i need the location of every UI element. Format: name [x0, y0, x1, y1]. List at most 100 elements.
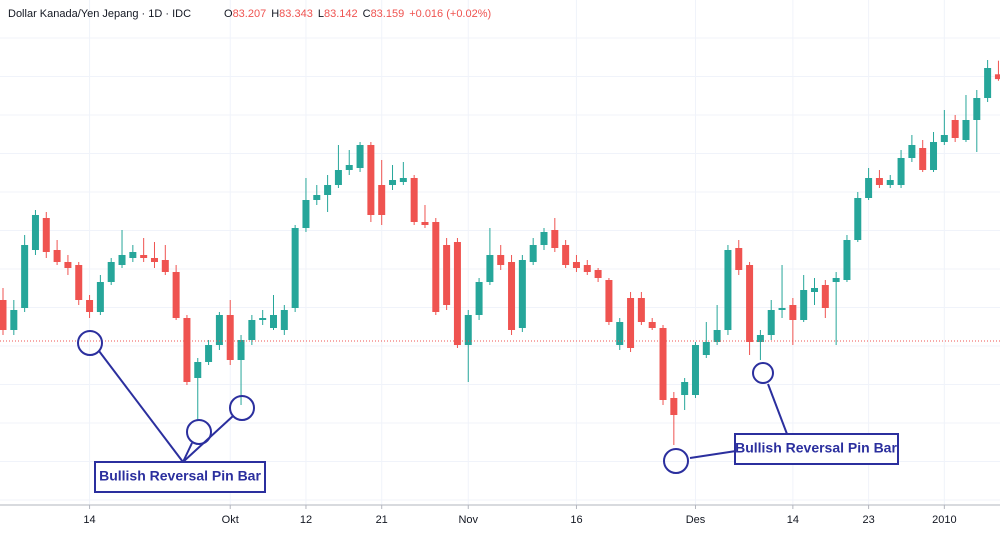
candle-body [648, 322, 656, 328]
ohlc-label: C [363, 8, 371, 20]
annotation-box [734, 433, 899, 465]
candle-body [811, 288, 818, 292]
pin-bar-circle [77, 330, 103, 356]
annotation-box [94, 461, 266, 493]
header: Dollar Kanada/Yen Jepang · 1D · IDC O83.… [8, 8, 491, 20]
candle-body [161, 260, 169, 272]
candle-body [324, 185, 332, 195]
candle-body [421, 222, 429, 225]
candle-body [270, 315, 277, 328]
candle-body [562, 245, 570, 265]
source: IDC [172, 8, 191, 20]
separator: · [162, 8, 172, 20]
candle-body [994, 74, 1000, 80]
candle-body [735, 248, 743, 270]
candle-body [453, 242, 461, 345]
candle-body [389, 180, 397, 185]
candle-body [432, 222, 440, 312]
candle-body [367, 145, 375, 215]
candle-body [356, 145, 364, 168]
candle-body [313, 195, 321, 200]
candle-body [140, 255, 148, 258]
ohlc-value: 83.142 [324, 8, 358, 20]
candle-body [302, 200, 310, 228]
pin-bar-circle [229, 395, 255, 421]
candle-body [486, 255, 494, 282]
candle-body [605, 280, 613, 322]
plot-area [0, 60, 1000, 445]
candle-body [183, 318, 191, 382]
candle-body [475, 282, 483, 315]
candle-body [940, 135, 948, 142]
candle-body [226, 315, 234, 360]
candle-body [107, 262, 115, 282]
candle-body [984, 68, 992, 98]
x-tick-label: 23 [862, 514, 874, 526]
x-tick-label: 14 [787, 514, 799, 526]
annotation-line [98, 350, 184, 463]
candle-body [75, 265, 83, 300]
candle-body [172, 272, 180, 318]
x-tick-label: Okt [222, 514, 239, 526]
candle-body [529, 245, 537, 262]
candle-body [821, 285, 829, 308]
candle-body [627, 298, 635, 348]
candle-body [464, 315, 472, 345]
candle-body [789, 305, 797, 320]
ohlc-label: O [224, 8, 233, 20]
annotation-text: Bullish Reversal Pin Bar [99, 468, 261, 484]
grid [0, 0, 1000, 505]
ohlc-value: 83.343 [279, 8, 313, 20]
ohlc-value: 83.159 [371, 8, 405, 20]
candle-body [746, 265, 754, 342]
candle-body [724, 250, 732, 330]
candle-body [778, 308, 786, 310]
candle-body [443, 245, 451, 305]
candle-body [215, 315, 223, 345]
annotation-text: Bullish Reversal Pin Bar [735, 440, 897, 456]
x-tick-label: 16 [570, 514, 582, 526]
candle-body [962, 120, 970, 140]
x-tick-label: Nov [458, 514, 478, 526]
candle-body [497, 255, 505, 265]
candle-body [616, 322, 624, 345]
candle-body [10, 310, 18, 330]
pin-bar-circle [663, 448, 689, 474]
candle-body [875, 178, 883, 185]
candle-body [540, 232, 548, 245]
candle-body [0, 300, 7, 330]
candle-body [691, 345, 699, 395]
candle-body [150, 258, 158, 262]
x-tick-label: 21 [376, 514, 388, 526]
candle-body [865, 178, 873, 198]
pin-bar-circle [752, 362, 774, 384]
annotation-line [182, 442, 193, 463]
candle-body [345, 165, 353, 170]
candle-body [280, 310, 288, 330]
candle-body [53, 250, 61, 262]
x-tick-label: 12 [300, 514, 312, 526]
candle-body [930, 142, 938, 170]
candle-body [919, 148, 927, 170]
ohlc-value: 83.207 [233, 8, 267, 20]
ohlc-values: O83.207 H83.343 L83.142 C83.159 +0.016 (+0.0… [224, 8, 491, 20]
candle-body [551, 230, 559, 248]
candle-body [767, 310, 775, 335]
symbol: Dollar Kanada/Yen Jepang [8, 8, 138, 20]
candle-body [237, 340, 245, 360]
candle-body [713, 330, 721, 342]
x-tick-label: 14 [83, 514, 95, 526]
candle-body [86, 300, 94, 312]
candle-body [378, 185, 386, 215]
candle-body [670, 398, 678, 415]
candle-body [659, 328, 667, 400]
candle-body [886, 180, 894, 185]
candle-body [205, 345, 213, 362]
candle-body [681, 382, 689, 395]
candle-body [854, 198, 862, 240]
candle-body [42, 218, 50, 252]
candle-body [96, 282, 104, 312]
separator: · [138, 8, 148, 20]
candle-body [583, 265, 591, 272]
annotation-group [77, 330, 899, 493]
